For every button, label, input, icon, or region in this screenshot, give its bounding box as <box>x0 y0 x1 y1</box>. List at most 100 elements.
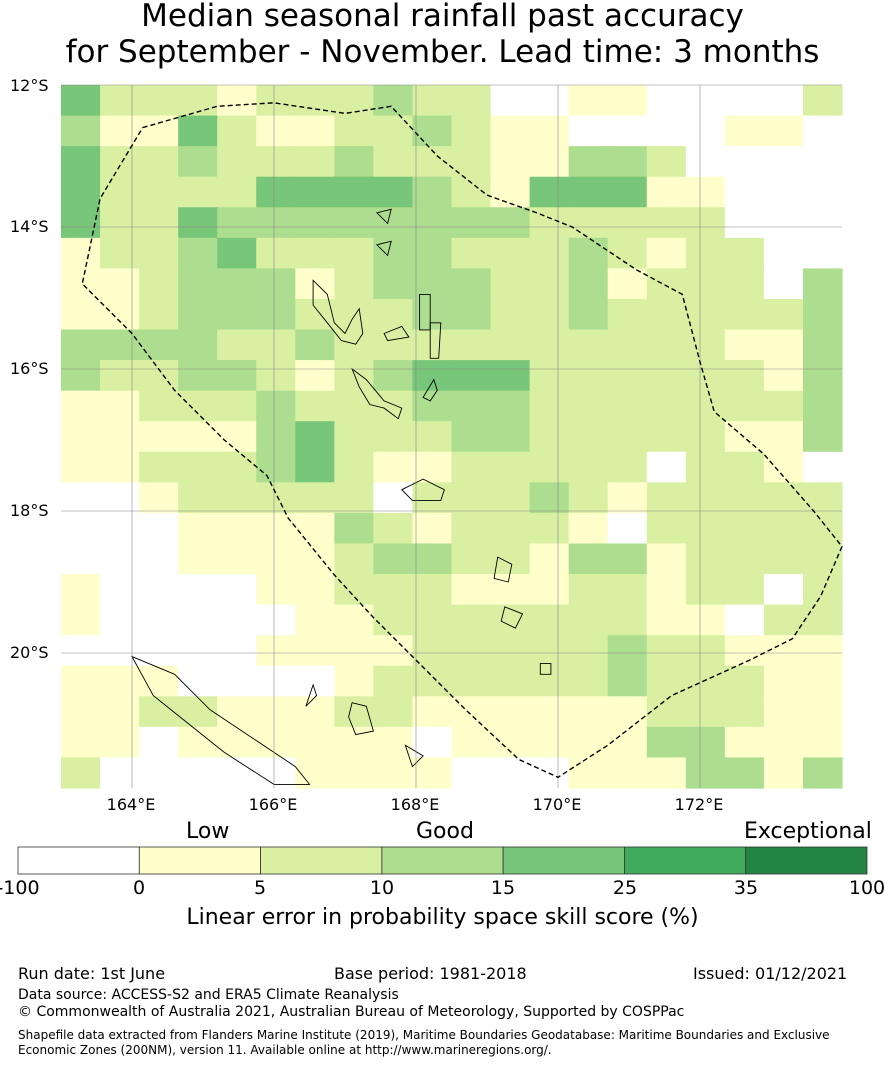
grid-cell <box>334 360 374 392</box>
grid-cell <box>568 85 609 117</box>
grid-cell <box>100 176 140 208</box>
grid-cell <box>295 757 335 789</box>
grid-cell <box>334 665 374 697</box>
grid-cell <box>178 329 218 361</box>
grid-cell <box>61 696 101 728</box>
grid-cell <box>100 696 140 728</box>
grid-cell <box>178 237 218 269</box>
grid-cell <box>100 207 140 239</box>
grid-cell <box>685 176 726 208</box>
grid-cell <box>724 757 765 789</box>
grid-cell <box>451 421 492 453</box>
grid-cell <box>607 329 648 361</box>
grid-cell <box>334 329 374 361</box>
grid-cell <box>217 451 257 483</box>
grid-cell <box>490 268 531 300</box>
grid-cell <box>529 604 570 636</box>
grid-cell <box>763 574 804 606</box>
grid-cell <box>763 604 804 636</box>
grid-cell <box>100 329 140 361</box>
grid-cell <box>139 696 179 728</box>
colorbar-swatch <box>502 846 625 875</box>
grid-cell <box>724 451 765 483</box>
grid-cell <box>607 390 648 422</box>
grid-cell <box>412 665 453 697</box>
lat-label-20s: 20°S <box>10 643 49 662</box>
grid-cell <box>568 635 609 667</box>
grid-cell <box>568 482 609 514</box>
colorbar-tick: 35 <box>733 877 759 899</box>
colorbar-tick: 25 <box>612 877 638 899</box>
grid-cell <box>334 451 374 483</box>
grid-cell <box>373 512 414 545</box>
grid-cell <box>256 115 296 147</box>
grid-cell <box>685 512 726 545</box>
grid-cell <box>568 574 609 606</box>
grid-cell <box>763 482 804 514</box>
grid-cell <box>451 543 492 575</box>
grid-cell <box>217 574 257 606</box>
grid-cell <box>646 574 687 606</box>
grid-cell <box>178 543 218 575</box>
grid-cell <box>724 115 765 147</box>
colorbar-tick: 5 <box>253 877 267 899</box>
grid-cell <box>451 85 492 117</box>
grid-cell <box>607 360 648 392</box>
grid-cell <box>100 635 140 667</box>
skill-grid <box>61 85 843 789</box>
grid-cell <box>334 604 374 636</box>
grid-cell <box>61 390 101 422</box>
grid-cell <box>334 421 374 453</box>
grid-cell <box>373 665 414 697</box>
grid-cell <box>607 512 648 545</box>
grid-cell <box>529 574 570 606</box>
grid-cell <box>373 268 414 300</box>
grid-cell <box>139 115 179 147</box>
grid-cell <box>451 237 492 269</box>
grid-cell <box>490 665 531 697</box>
grid-cell <box>334 543 374 575</box>
grid-cell <box>607 665 648 697</box>
grid-cell <box>334 85 374 117</box>
grid-cell <box>529 635 570 667</box>
grid-cell <box>256 85 296 117</box>
grid-cell <box>607 726 648 759</box>
grid-cell <box>685 421 726 453</box>
grid-cell <box>646 635 687 667</box>
rainfall-accuracy-map <box>61 84 843 789</box>
grid-cell <box>451 512 492 545</box>
grid-cell <box>724 176 765 208</box>
lon-label-166e: 166°E <box>248 795 298 814</box>
grid-cell <box>412 176 453 208</box>
grid-cell <box>607 574 648 606</box>
grid-cell <box>256 696 296 728</box>
grid-cell <box>568 176 609 208</box>
grid-cell <box>295 298 335 331</box>
grid-cell <box>490 726 531 759</box>
grid-cell <box>607 604 648 636</box>
grid-cell <box>490 176 531 208</box>
grid-cell <box>217 176 257 208</box>
grid-cell <box>61 543 101 575</box>
grid-cell <box>646 207 687 239</box>
grid-cell <box>61 635 101 667</box>
grid-cell <box>295 85 335 117</box>
grid-cell <box>607 298 648 331</box>
run-date: Run date: 1st June <box>18 964 166 983</box>
grid-cell <box>802 298 843 331</box>
grid-cell <box>334 512 374 545</box>
grid-cell <box>61 298 101 331</box>
grid-cell <box>724 482 765 514</box>
grid-cell <box>412 329 453 361</box>
grid-cell <box>568 512 609 545</box>
island-outline <box>130 655 311 785</box>
graticule <box>61 84 842 788</box>
grid-cell <box>529 176 570 208</box>
grid-cell <box>646 512 687 545</box>
grid-cell <box>334 390 374 422</box>
grid-cell <box>100 360 140 392</box>
grid-cell <box>763 421 804 453</box>
grid-cell <box>763 176 804 208</box>
grid-cell <box>724 360 765 392</box>
grid-cell <box>646 298 687 331</box>
